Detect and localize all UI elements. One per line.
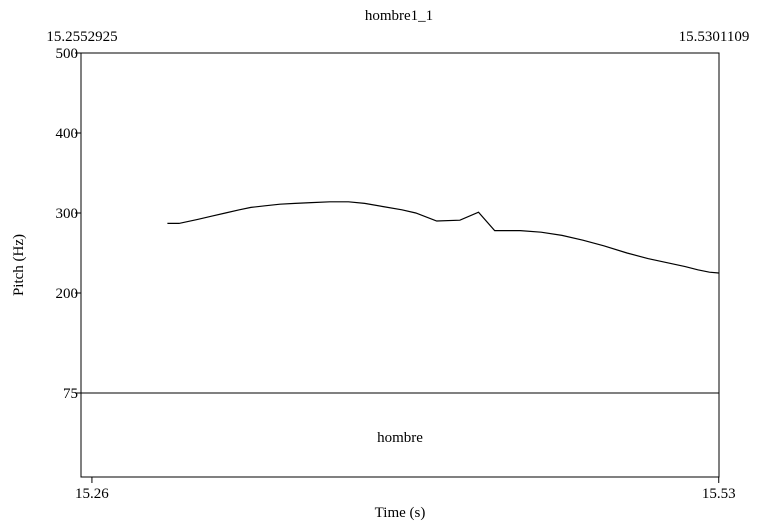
y-tick-label: 200 (56, 286, 79, 302)
chart-title: hombre1_1 (365, 8, 433, 24)
y-axis-ticks: 500 400 300 200 75 (56, 46, 81, 402)
window-start-label: 15.2552925 (46, 29, 117, 45)
plot-frame (80, 52, 720, 478)
y-axis-title: Pitch (Hz) (11, 234, 27, 296)
y-tick-label: 75 (63, 386, 78, 402)
x-tick-label: 15.53 (702, 486, 736, 502)
x-axis-ticks: 15.26 15.53 (75, 477, 736, 502)
x-axis-title: Time (s) (375, 505, 426, 521)
pitch-contour-line (167, 201, 719, 274)
tier-label: hombre (377, 430, 423, 446)
y-tick-label: 300 (56, 206, 79, 222)
x-tick-label: 15.26 (75, 486, 109, 502)
y-tick-label: 500 (56, 46, 79, 62)
pitch-plot-area (80, 52, 720, 478)
window-end-label: 15.5301109 (679, 29, 750, 45)
y-tick-label: 400 (56, 126, 79, 142)
